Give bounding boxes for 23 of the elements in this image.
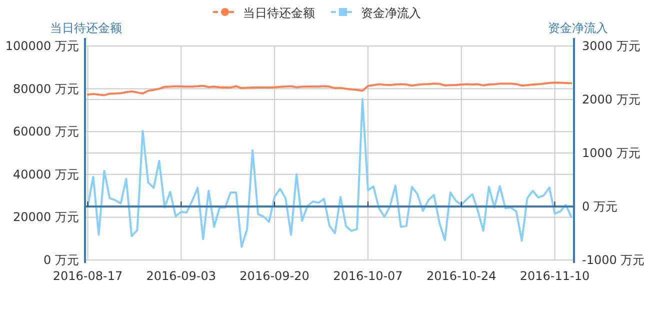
y-tick-label: 0 万元 [44,253,79,267]
x-tick-label: 2016-10-24 [426,269,496,283]
y-tick-label: 80000 万元 [13,82,79,96]
x-tick-label: 2016-08-17 [52,269,123,283]
x-tick-label: 2016-09-20 [240,269,310,283]
y2-tick-label: 0 万元 [582,200,618,214]
y2-tick-label: -1000 万元 [582,253,645,267]
line-series [86,98,572,248]
y2-axis-title: 资金净流入 [548,21,608,35]
line-series [86,82,572,96]
x-tick-label: 2016-11-10 [520,269,590,283]
y2-tick-label: 2000 万元 [582,92,640,106]
y2-tick-label: 3000 万元 [582,39,640,53]
y-axis-title: 当日待还金额 [50,21,122,35]
legend-label: 当日待还金额 [243,6,315,20]
x-tick-label: 2016-10-07 [333,269,403,283]
legend-label: 资金净流入 [361,6,421,20]
x-tick-label: 2016-09-03 [146,269,216,283]
y-tick-label: 100000 万元 [5,39,79,53]
y-tick-label: 60000 万元 [13,124,79,139]
y-tick-label: 40000 万元 [13,167,79,182]
y2-tick-label: 1000 万元 [582,146,640,160]
y-tick-label: 20000 万元 [13,210,79,224]
